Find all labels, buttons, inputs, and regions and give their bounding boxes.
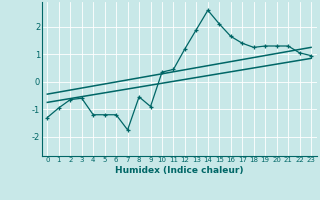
X-axis label: Humidex (Indice chaleur): Humidex (Indice chaleur) (115, 166, 244, 175)
